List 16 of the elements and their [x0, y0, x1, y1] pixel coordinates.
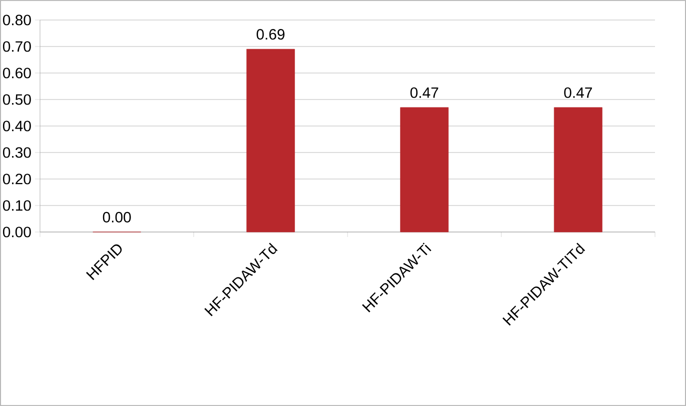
- y-tick-label: 0.30: [2, 147, 31, 158]
- data-label: 0.69: [256, 29, 284, 40]
- bar: [246, 48, 295, 232]
- y-tick-label: 0.60: [2, 68, 31, 78]
- data-label: 0.47: [564, 87, 592, 98]
- y-tick-label: 0.10: [2, 200, 31, 211]
- y-tick-label: 0.70: [2, 41, 31, 52]
- y-tick-label: 0.40: [2, 120, 31, 132]
- data-label: 0.00: [102, 212, 131, 222]
- y-tick-label: 0.80: [2, 14, 31, 26]
- y-tick-label: 0.20: [2, 174, 31, 184]
- bar: [554, 107, 602, 232]
- y-tick-label: 0.50: [2, 94, 31, 105]
- y-tick-label: 0.00: [2, 226, 31, 238]
- bar: [400, 107, 449, 232]
- data-label: 0.47: [410, 87, 438, 98]
